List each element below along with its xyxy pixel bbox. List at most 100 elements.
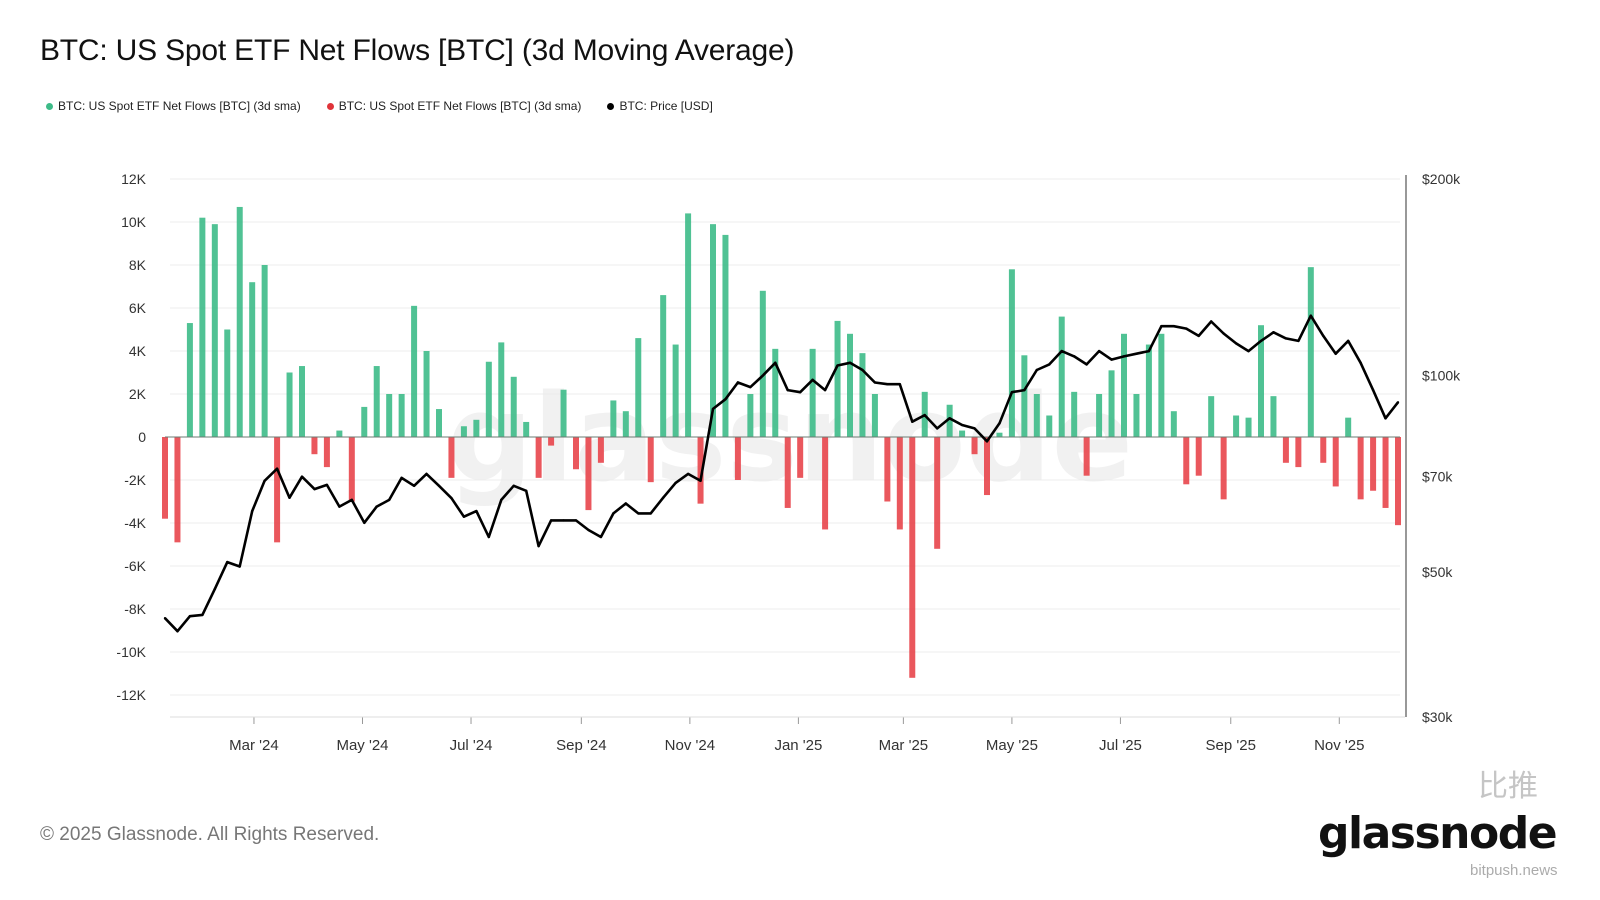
left-tick-label: 4K	[129, 343, 147, 359]
price-points	[163, 314, 1400, 633]
inflow-bar	[1307, 267, 1314, 437]
inflow-bar	[1245, 417, 1252, 437]
legend-item-price[interactable]: BTC: Price [USD]	[607, 99, 713, 113]
price-point	[487, 535, 491, 539]
price-point	[674, 481, 677, 485]
left-tick-label: 2K	[129, 386, 147, 402]
inflow-bar	[871, 394, 878, 437]
inflow-bar	[361, 406, 368, 437]
right-axis-ticks: $200k $100k $70k $50k $30k	[1422, 171, 1461, 725]
price-point	[1023, 388, 1026, 392]
outflow-bar	[535, 437, 542, 478]
inflow-bar	[1071, 391, 1078, 437]
price-point	[475, 509, 478, 513]
price-point	[263, 479, 266, 482]
x-tick-label: Jan '25	[774, 737, 822, 754]
price-point	[686, 472, 690, 476]
outflow-bar	[548, 437, 555, 446]
legend-item-outflows[interactable]: BTC: US Spot ETF Net Flows [BTC] (3d sma…	[326, 99, 582, 113]
outflow-bar	[348, 437, 355, 502]
price-point	[898, 383, 902, 386]
price-point	[250, 509, 254, 513]
outflow-bar	[1382, 437, 1389, 508]
outflow-bar	[934, 437, 941, 549]
price-point	[1297, 339, 1300, 343]
price-point	[1085, 363, 1088, 366]
x-tick-label: Sep '24	[556, 737, 606, 754]
legend-label: BTC: US Spot ETF Net Flows [BTC] (3d sma…	[338, 99, 582, 113]
legend-item-inflows[interactable]: BTC: US Spot ETF Net Flows [BTC] (3d sma…	[46, 99, 301, 113]
inflow-bar	[249, 282, 256, 437]
inflow-bar	[1008, 269, 1015, 437]
price-point	[275, 467, 279, 470]
price-point	[500, 498, 503, 502]
inflow-bar	[560, 389, 567, 437]
price-point	[587, 528, 590, 532]
price-point	[861, 368, 864, 372]
x-tick-label: Mar '24	[229, 737, 279, 754]
left-tick-label: 6K	[129, 300, 147, 316]
legend-dot-red	[326, 102, 334, 110]
inflow-bar	[473, 419, 480, 437]
price-point	[973, 427, 976, 430]
price-point	[948, 417, 951, 420]
inflow-bar	[685, 213, 692, 437]
price-point	[1222, 332, 1225, 335]
inflow-bar	[224, 329, 231, 437]
inflow-bar	[759, 290, 766, 437]
inflow-bar	[498, 342, 505, 437]
price-point	[1197, 334, 1200, 338]
inflow-bar	[411, 305, 418, 437]
glassnode-logo: glassnode	[1318, 808, 1558, 859]
outflow-bar	[909, 437, 916, 678]
inflow-bar	[485, 361, 492, 437]
price-point	[412, 484, 416, 487]
price-point	[886, 383, 889, 386]
outflow-bar	[1357, 437, 1364, 500]
inflow-bar	[1258, 325, 1264, 437]
outflow-bar	[1295, 437, 1302, 468]
inflow-bar	[1046, 415, 1053, 437]
inflow-bar	[747, 394, 754, 437]
inflow-bar	[199, 217, 206, 437]
inflow-bar	[1208, 396, 1215, 437]
inflow-bar	[859, 353, 866, 437]
price-point	[911, 420, 914, 423]
price-point	[387, 498, 391, 502]
inflow-bar	[1108, 370, 1115, 437]
price-point	[699, 479, 702, 482]
price-point	[1346, 339, 1350, 343]
price-point	[363, 521, 366, 525]
outflow-bar	[274, 437, 281, 543]
inflow-bar	[510, 376, 517, 437]
price-point	[1371, 388, 1375, 392]
left-tick-label: -2K	[124, 472, 146, 488]
left-axis-ticks: 12K 10K 8K 6K 4K 2K 0 -2K -4K -6K -8K -10K -12K	[116, 171, 146, 703]
price-point	[512, 484, 515, 487]
right-tick-label: $100k	[1422, 368, 1461, 384]
inflow-bar	[834, 320, 841, 437]
outflow-bar	[884, 437, 891, 502]
price-point	[761, 374, 765, 377]
price-point	[524, 489, 528, 493]
inflow-bar	[211, 224, 218, 437]
inflow-bar	[610, 400, 617, 437]
inflow-bar	[336, 430, 343, 437]
inflow-bar	[710, 224, 716, 437]
inflow-bar	[1233, 415, 1240, 437]
price-point	[786, 388, 789, 392]
legend: BTC: US Spot ETF Net Flows [BTC] (3d sma…	[46, 99, 713, 113]
price-point	[599, 535, 603, 539]
outflow-bar	[162, 437, 168, 519]
outflow-bar	[597, 437, 604, 463]
price-point	[462, 515, 466, 518]
price-point	[238, 565, 241, 568]
price-point	[562, 519, 565, 522]
price-point	[637, 512, 640, 515]
price-point	[836, 364, 839, 367]
right-tick-label: $200k	[1422, 171, 1461, 187]
legend-label: BTC: US Spot ETF Net Flows [BTC] (3d sma…	[58, 99, 301, 113]
inflow-bar	[373, 366, 380, 437]
outflow-bar	[1183, 437, 1190, 485]
outflow-bar	[1220, 437, 1227, 500]
